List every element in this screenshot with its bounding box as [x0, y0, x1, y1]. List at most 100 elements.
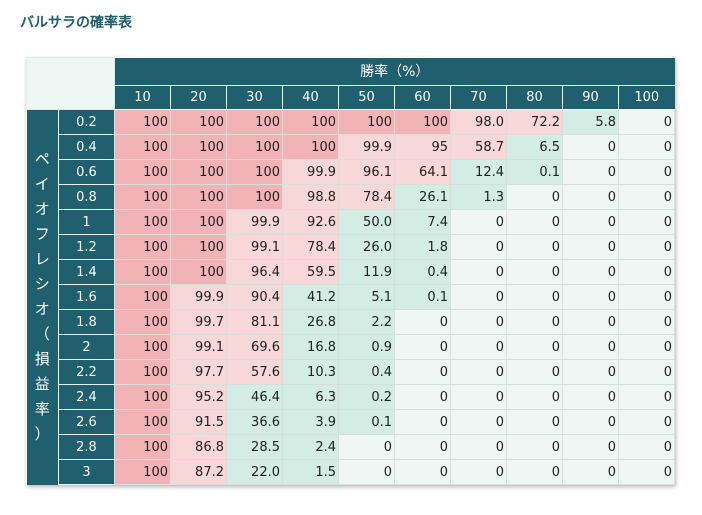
probability-cell: 100	[114, 109, 171, 135]
probability-cell: 95.2	[170, 384, 227, 410]
probability-cell: 0	[618, 234, 675, 260]
payoff-ratio-header-char: 益	[34, 375, 50, 394]
probability-cell: 0	[618, 184, 675, 210]
probability-cell: 100	[114, 159, 171, 185]
probability-cell: 0	[338, 434, 395, 460]
probability-cell: 0.1	[338, 409, 395, 435]
probability-cell: 0.2	[338, 384, 395, 410]
probability-cell: 100	[170, 134, 227, 160]
probability-cell: 99.9	[170, 284, 227, 310]
column-header-80: 80	[506, 85, 563, 110]
probability-cell: 69.6	[226, 334, 283, 360]
row-label: 1.8	[58, 309, 115, 335]
probability-cell: 58.7	[450, 134, 507, 160]
probability-cell: 97.7	[170, 359, 227, 385]
probability-cell: 0	[506, 334, 563, 360]
payoff-ratio-header-char: オ	[34, 300, 50, 319]
probability-cell: 0	[394, 309, 451, 335]
table-row: 1.2 100 100 99.1 78.4 26.0 1.8 0 0 0 0	[27, 234, 675, 260]
probability-cell: 100	[114, 184, 171, 210]
payoff-ratio-header-char: オ	[34, 200, 50, 219]
table-body: ペイオフレシオ（損益率） 0.2 100 100 100 100 100 100 98.0 72.…	[26, 109, 675, 485]
probability-cell: 0	[618, 359, 675, 385]
probability-cell: 0	[506, 209, 563, 235]
probability-cell: 100	[226, 159, 283, 185]
probability-cell: 0	[450, 459, 507, 485]
table-row: 2.4 100 95.2 46.4 6.3 0.2 0 0 0 0 0	[27, 384, 675, 410]
probability-cell: 0	[450, 309, 507, 335]
probability-cell: 0	[618, 209, 675, 235]
probability-cell: 0	[450, 334, 507, 360]
probability-cell: 0	[506, 384, 563, 410]
probability-cell: 0	[506, 359, 563, 385]
table-row: 2.2 100 97.7 57.6 10.3 0.4 0 0 0 0 0	[27, 359, 675, 385]
probability-cell: 0	[618, 409, 675, 435]
probability-cell: 100	[114, 384, 171, 410]
probability-cell: 0	[562, 284, 619, 310]
probability-cell: 0	[618, 334, 675, 360]
probability-cell: 26.0	[338, 234, 395, 260]
probability-cell: 0	[506, 284, 563, 310]
probability-cell: 0	[506, 234, 563, 260]
probability-cell: 0	[506, 309, 563, 335]
probability-cell: 100	[114, 234, 171, 260]
probability-cell: 0	[562, 209, 619, 235]
probability-cell: 64.1	[394, 159, 451, 185]
probability-cell: 0.9	[338, 334, 395, 360]
payoff-ratio-header-char: イ	[34, 175, 50, 194]
probability-cell: 0	[338, 459, 395, 485]
probability-cell: 0	[394, 409, 451, 435]
probability-cell: 100	[226, 184, 283, 210]
row-label: 1.4	[58, 259, 115, 285]
table-row: 3 100 87.2 22.0 1.5 0 0 0 0 0 0	[27, 459, 675, 485]
probability-cell: 100	[282, 109, 339, 135]
page-title: バルサラの確率表	[20, 15, 132, 31]
probability-cell: 98.8	[282, 184, 339, 210]
table-row: 2.8 100 86.8 28.5 2.4 0 0 0 0 0 0	[27, 434, 675, 460]
probability-cell: 100	[114, 459, 171, 485]
payoff-ratio-header-char: ）	[34, 425, 50, 444]
table-row: 0.8 100 100 100 98.8 78.4 26.1 1.3 0 0 0	[27, 184, 675, 210]
probability-table: 勝率（%） 10 20 30 40 50 60 70 80 90 100 ペイオフレシオ（損益率）…	[26, 57, 675, 485]
probability-cell: 0	[562, 359, 619, 385]
probability-cell: 0	[562, 384, 619, 410]
table-row: 1 100 100 99.9 92.6 50.0 7.4 0 0 0 0	[27, 209, 675, 235]
column-header-10: 10	[114, 85, 171, 110]
probability-cell: 6.3	[282, 384, 339, 410]
probability-cell: 0	[562, 309, 619, 335]
probability-cell: 100	[114, 134, 171, 160]
row-label: 2.2	[58, 359, 115, 385]
table-row: 0.4 100 100 100 100 99.9 95 58.7 6.5 0 0	[27, 134, 675, 160]
probability-cell: 0	[394, 334, 451, 360]
probability-cell: 0	[450, 409, 507, 435]
probability-cell: 0	[562, 159, 619, 185]
table-row: 1.8 100 99.7 81.1 26.8 2.2 0 0 0 0 0	[27, 309, 675, 335]
probability-cell: 99.9	[226, 209, 283, 235]
probability-cell: 96.1	[338, 159, 395, 185]
probability-cell: 0	[562, 259, 619, 285]
probability-cell: 5.8	[562, 109, 619, 135]
probability-cell: 0	[618, 384, 675, 410]
probability-cell: 0	[618, 284, 675, 310]
probability-cell: 1.8	[394, 234, 451, 260]
probability-cell: 11.9	[338, 259, 395, 285]
probability-cell: 100	[170, 234, 227, 260]
probability-cell: 99.9	[338, 134, 395, 160]
probability-cell: 100	[114, 309, 171, 335]
probability-cell: 0	[394, 434, 451, 460]
probability-cell: 81.1	[226, 309, 283, 335]
probability-cell: 100	[170, 159, 227, 185]
win-rate-header: 勝率（%）	[114, 57, 675, 86]
column-header-50: 50	[338, 85, 395, 110]
probability-cell: 3.9	[282, 409, 339, 435]
probability-cell: 0	[506, 459, 563, 485]
probability-cell: 0	[450, 209, 507, 235]
probability-cell: 10.3	[282, 359, 339, 385]
row-label: 3	[58, 459, 115, 485]
probability-cell: 0	[562, 134, 619, 160]
probability-cell: 100	[114, 334, 171, 360]
table-row: ペイオフレシオ（損益率） 0.2 100 100 100 100 100 100 98.0 72.…	[26, 109, 675, 485]
probability-cell: 0	[394, 359, 451, 385]
probability-cell: 50.0	[338, 209, 395, 235]
probability-cell: 86.8	[170, 434, 227, 460]
